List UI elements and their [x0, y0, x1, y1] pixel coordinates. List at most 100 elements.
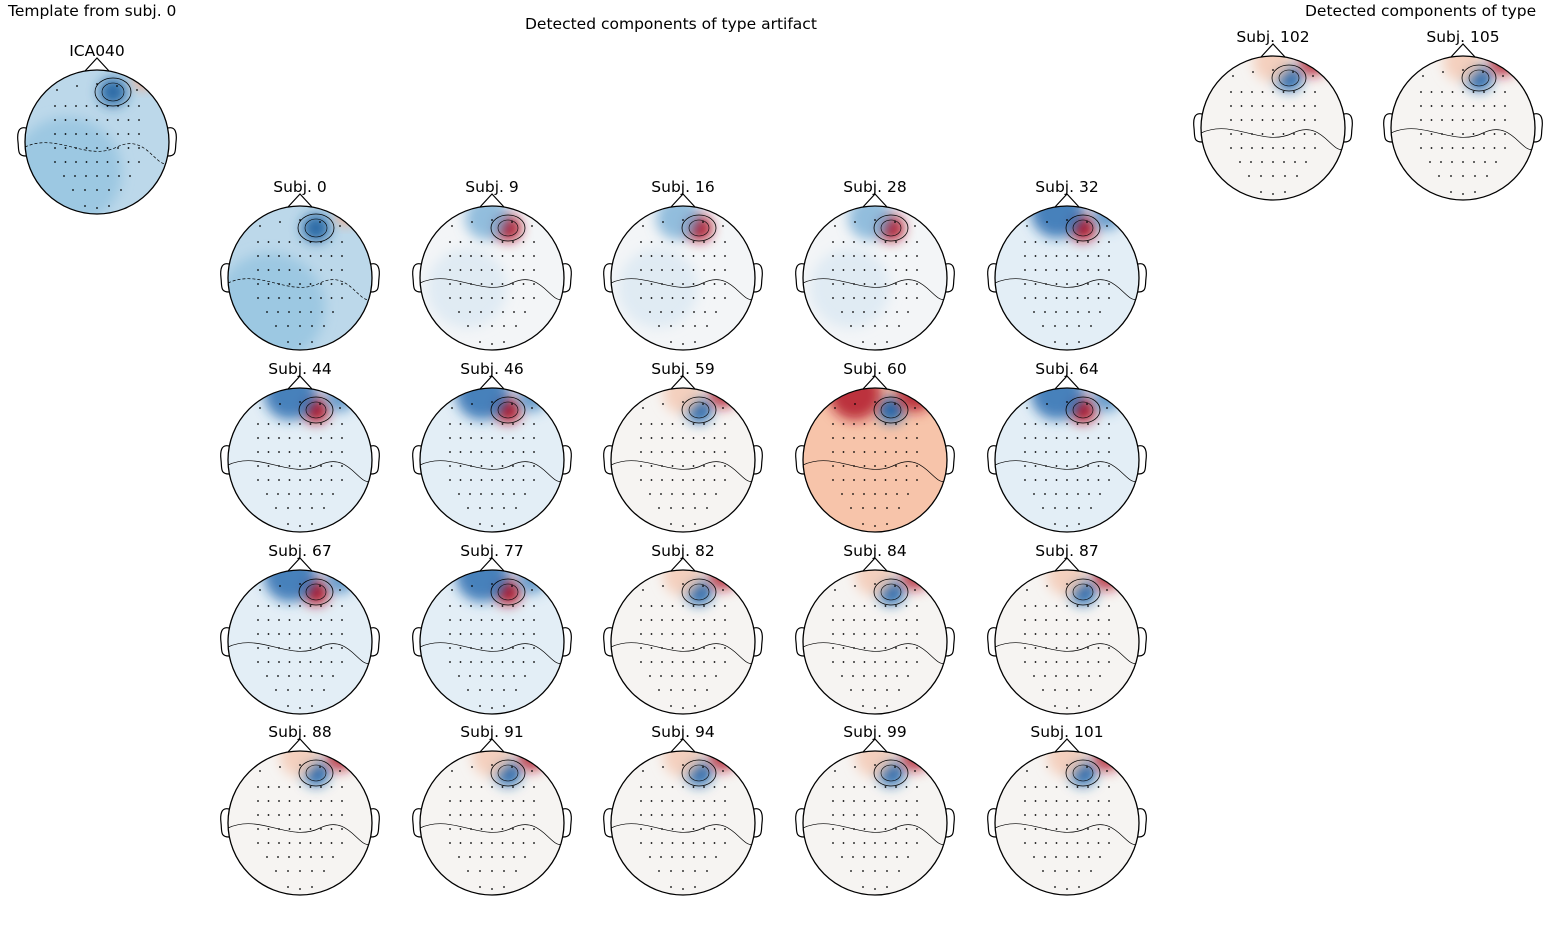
topomap-svg [795, 557, 955, 715]
right-ear [370, 808, 380, 838]
right-ear [167, 127, 177, 157]
nose [862, 375, 888, 390]
left-ear [220, 263, 230, 293]
head-outline [994, 569, 1140, 715]
nose [287, 738, 313, 753]
subject-topomap: Subj. 91 [412, 723, 572, 896]
topomap-field [803, 388, 947, 532]
topomap-svg [987, 375, 1147, 533]
topomap-title: Subj. 91 [460, 723, 524, 741]
head-outline [610, 569, 756, 715]
topomap-field [25, 70, 169, 214]
nose [479, 193, 505, 208]
topomap-svg [795, 193, 955, 351]
topomap-svg [412, 738, 572, 896]
subject-topomap: Subj. 32 [987, 178, 1147, 351]
subject-topomap: Subj. 87 [987, 542, 1147, 715]
detected-figure-title: Detected components of type artifact [525, 15, 817, 33]
topomap-title: Subj. 32 [1035, 178, 1099, 196]
topomap-svg [987, 557, 1147, 715]
right-ear [562, 808, 572, 838]
right-ear [945, 627, 955, 657]
right-ear [1533, 113, 1543, 143]
subject-topomap: Subj. 9 [412, 178, 572, 351]
nose [1450, 43, 1476, 58]
topomap-title: Subj. 46 [460, 360, 524, 378]
subject-topomap: Subj. 82 [603, 543, 763, 715]
topomap-field [228, 751, 372, 895]
nose [287, 375, 313, 390]
topomap-field [803, 751, 947, 895]
head-outline [1200, 55, 1346, 201]
right-ear [945, 445, 955, 475]
topomap-title: Subj. 101 [1030, 723, 1104, 741]
subject-topomap: Subj. 60 [795, 361, 955, 533]
nose [1054, 557, 1080, 572]
subject-topomap: Subj. 94 [603, 724, 763, 896]
left-ear [987, 808, 997, 838]
left-ear [412, 263, 422, 293]
left-ear [1193, 113, 1203, 143]
head-outline [419, 569, 565, 715]
head-outline [802, 569, 948, 715]
head-outline [802, 205, 948, 351]
left-ear [795, 263, 805, 293]
topomap-svg [412, 557, 572, 715]
topomap-title: Subj. 77 [460, 542, 524, 560]
left-ear [412, 808, 422, 838]
topomap-field [420, 751, 564, 895]
topomap-field [995, 388, 1139, 532]
nose [479, 375, 505, 390]
topomap-title: Subj. 59 [651, 360, 715, 378]
template-topomap: ICA040 [17, 42, 177, 215]
topomap-field [803, 206, 947, 350]
topomap-field [995, 751, 1139, 895]
topomap-title: Subj. 64 [1035, 360, 1099, 378]
head-outline [419, 387, 565, 533]
topomap-field [611, 570, 755, 714]
topomap-title: Subj. 28 [843, 178, 907, 196]
topomap-field [1391, 56, 1535, 200]
topomap-title: Subj. 87 [1035, 542, 1099, 560]
head-outline [802, 387, 948, 533]
left-ear [987, 445, 997, 475]
topomap-field [611, 388, 755, 532]
topomap-title: Subj. 102 [1236, 28, 1310, 46]
right-ear [1137, 627, 1147, 657]
right-ear [1137, 808, 1147, 838]
subject-topomap: Subj. 59 [603, 360, 763, 533]
right-ear [753, 808, 763, 838]
nose [1054, 738, 1080, 753]
right-ear [1137, 445, 1147, 475]
topomap-field [228, 570, 372, 714]
topomap-field [228, 206, 372, 350]
left-ear [1383, 113, 1393, 143]
right-ear [753, 445, 763, 475]
subject-topomap: Subj. 67 [220, 543, 380, 715]
head-outline [994, 387, 1140, 533]
nose [479, 738, 505, 753]
topomap-title: Subj. 16 [651, 178, 715, 196]
topomap-field [1201, 56, 1345, 200]
topomap-svg [220, 375, 380, 533]
head-outline [24, 69, 170, 215]
topomap-title: Subj. 9 [465, 178, 519, 196]
topomap-svg [603, 557, 763, 715]
topomap-svg [795, 375, 955, 533]
topomap-svg [603, 375, 763, 533]
left-ear [17, 127, 27, 157]
topomap-title: ICA040 [69, 42, 125, 60]
head-outline [994, 750, 1140, 896]
topomap-svg [795, 738, 955, 896]
nose [862, 738, 888, 753]
left-ear [412, 627, 422, 657]
subject-topomap: Subj. 0 [220, 179, 380, 351]
head-outline [227, 205, 373, 351]
topomap-svg [220, 738, 380, 896]
left-ear [603, 808, 613, 838]
left-ear [987, 627, 997, 657]
left-ear [220, 627, 230, 657]
head-outline [227, 387, 373, 533]
subject-topomap: Subj. 101 [987, 723, 1147, 896]
head-outline [994, 205, 1140, 351]
